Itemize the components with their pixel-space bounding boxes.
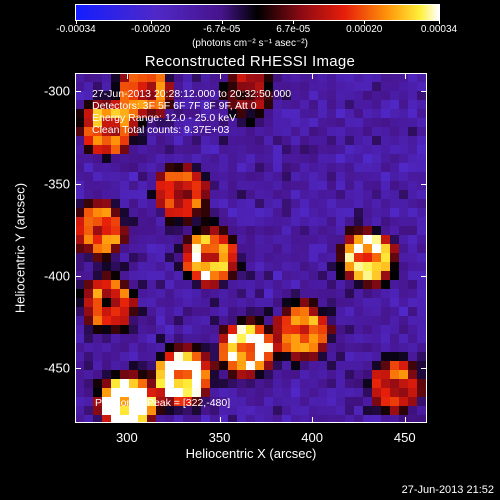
- x-tick-mark: [219, 417, 221, 423]
- colorbar-tick-label: -0.00020: [130, 24, 171, 35]
- colorbar-tick-mark: [76, 21, 77, 24]
- y-tick-label: -300: [43, 83, 70, 99]
- y-tick-mark: [75, 275, 81, 277]
- colorbar-tick-mark: [364, 21, 366, 24]
- plot-title: Reconstructed RHESSI Image: [144, 53, 356, 70]
- colorbar-units: (photons cm⁻² s⁻¹ asec⁻²): [192, 38, 308, 49]
- x-tick-label: 350: [208, 430, 231, 445]
- x-tick-label: 400: [301, 430, 323, 445]
- info-detectors: Detectors: 3F 5F 6F 7F 8F 9F, Att 0: [92, 100, 257, 112]
- x-tick-mark: [404, 73, 406, 79]
- colorbar-tick-mark: [221, 21, 223, 24]
- y-tick-mark: [421, 183, 427, 185]
- y-tick-mark: [421, 91, 427, 93]
- y-tick-label: -400: [43, 268, 70, 284]
- y-tick-label: -450: [43, 360, 70, 376]
- y-tick-mark: [421, 367, 427, 369]
- y-tick-mark: [75, 91, 81, 93]
- y-tick-label: -350: [43, 176, 70, 192]
- colorbar-tick-label: 0.00034: [420, 24, 458, 35]
- colorbar-tick-mark: [293, 21, 295, 24]
- info-clean: Clean Total counts: 9.37E+03: [92, 124, 230, 136]
- x-tick-mark: [219, 73, 221, 79]
- y-tick-mark: [75, 367, 81, 369]
- x-tick-mark: [404, 417, 406, 423]
- x-tick-mark: [312, 417, 314, 423]
- colorbar-tick-label: 6.7e-05: [276, 24, 311, 35]
- colorbar-tick-label: 0.00020: [346, 24, 383, 35]
- colorbar-tick-label: -0.00034: [56, 24, 96, 35]
- y-tick-mark: [75, 183, 81, 185]
- peak-position: Position of Peak = [322,-480]: [95, 397, 231, 409]
- info-energy: Energy Range: 12.0 - 25.0 keV: [92, 112, 237, 124]
- colorbar-tick-mark: [439, 21, 440, 24]
- timestamp: 27-Jun-2013 21:52: [401, 484, 494, 496]
- x-tick-mark: [312, 73, 314, 79]
- colorbar-tick-label: -6.7e-05: [203, 24, 241, 35]
- x-tick-mark: [126, 417, 128, 423]
- y-tick-mark: [421, 275, 427, 277]
- colorbar-tick-mark: [150, 21, 152, 24]
- x-tick-mark: [126, 73, 128, 79]
- colorbar: [75, 4, 440, 21]
- x-axis-label: Heliocentric X (arcsec): [185, 446, 317, 461]
- heatmap-image: [75, 73, 427, 423]
- x-tick-label: 300: [116, 430, 138, 445]
- x-tick-label: 450: [393, 430, 416, 445]
- plot-frame: [75, 73, 427, 423]
- y-axis-label: Heliocentric Y (arcsec): [12, 182, 28, 314]
- info-time: 27-Jun-2013 20:28:12.000 to 20:32:50.000: [92, 88, 292, 100]
